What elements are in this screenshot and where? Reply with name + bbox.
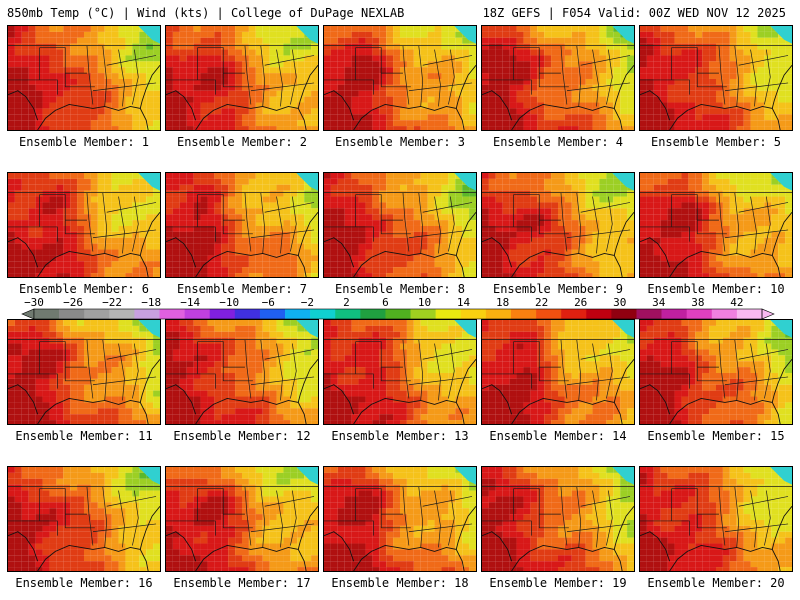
ensemble-member-label: Ensemble Member: 10 — [647, 282, 785, 296]
colorbar-tick-label: 18 — [495, 296, 510, 309]
ensemble-map-panel — [639, 319, 793, 425]
colorbar-tick-label: −30 — [24, 296, 44, 309]
ensemble-map-panel — [481, 172, 635, 278]
ensemble-member-label: Ensemble Member: 7 — [176, 282, 308, 296]
ensemble-member-label: Ensemble Member: 16 — [15, 576, 153, 590]
ensemble-member-label: Ensemble Member: 12 — [173, 429, 311, 443]
ensemble-member-label: Ensemble Member: 13 — [331, 429, 469, 443]
colorbar-tick-label: 14 — [456, 296, 471, 309]
ensemble-map-panel — [7, 25, 161, 131]
ensemble-map-panel — [481, 25, 635, 131]
ensemble-map-panel — [481, 319, 635, 425]
ensemble-member-label: Ensemble Member: 11 — [15, 429, 153, 443]
colorbar-tick-label: 6 — [382, 296, 389, 309]
ensemble-map-panel — [323, 466, 477, 572]
ensemble-map-panel — [165, 172, 319, 278]
ensemble-member-label: Ensemble Member: 14 — [489, 429, 627, 443]
ensemble-member-label: Ensemble Member: 6 — [18, 282, 150, 296]
ensemble-map-panel — [481, 466, 635, 572]
ensemble-map-panel — [7, 466, 161, 572]
colorbar-tick-label: −14 — [180, 296, 201, 309]
ensemble-member-label: Ensemble Member: 17 — [173, 576, 311, 590]
ensemble-member-label: Ensemble Member: 19 — [489, 576, 627, 590]
colorbar-tick-label: 26 — [574, 296, 588, 309]
ensemble-member-label: Ensemble Member: 1 — [18, 135, 150, 149]
ensemble-map-panel — [323, 172, 477, 278]
colorbar-tick-label: −10 — [219, 296, 240, 309]
colorbar-tick-label: −2 — [300, 296, 314, 309]
ensemble-member-label: Ensemble Member: 8 — [334, 282, 466, 296]
ensemble-member-label: Ensemble Member: 15 — [647, 429, 785, 443]
ensemble-map-panel — [165, 319, 319, 425]
ensemble-member-label: Ensemble Member: 4 — [492, 135, 624, 149]
ensemble-map-panel — [7, 319, 161, 425]
ensemble-map-panel — [7, 172, 161, 278]
ensemble-member-label: Ensemble Member: 18 — [331, 576, 469, 590]
ensemble-map-panel — [639, 172, 793, 278]
ensemble-map-panel — [639, 466, 793, 572]
colorbar-tick-label: 34 — [652, 296, 666, 309]
ensemble-map-panel — [323, 319, 477, 425]
ensemble-map-panel — [323, 25, 477, 131]
colorbar-tick-label: −18 — [141, 296, 162, 309]
map-title: 850mb Temp (°C) | Wind (kts) | College o… — [7, 6, 405, 20]
ensemble-member-label: Ensemble Member: 2 — [176, 135, 308, 149]
ensemble-member-label: Ensemble Member: 20 — [647, 576, 785, 590]
colorbar-tick-label: 22 — [535, 296, 549, 309]
colorbar-tick-label: 38 — [691, 296, 705, 309]
ensemble-map-panel — [639, 25, 793, 131]
colorbar-tick-label: 2 — [343, 296, 350, 309]
colorbar-tick-label: 30 — [613, 296, 627, 309]
ensemble-member-label: Ensemble Member: 9 — [492, 282, 624, 296]
ensemble-member-label: Ensemble Member: 5 — [650, 135, 782, 149]
ensemble-map-panel — [165, 466, 319, 572]
colorbar-swatches — [21, 308, 775, 320]
ensemble-member-label: Ensemble Member: 3 — [334, 135, 466, 149]
colorbar-tick-label: 42 — [730, 296, 744, 309]
ensemble-map-panel — [165, 25, 319, 131]
temperature-colorbar: −30 −26 −22 −18 −14 −10 −6 −2 2 6 10 14 18 22 26 30 34 38… — [0, 296, 800, 322]
colorbar-tick-label: −6 — [261, 296, 275, 309]
run-valid-time: 18Z GEFS | F054 Valid: 00Z WED NOV 12 20… — [482, 6, 786, 20]
colorbar-tick-label: −26 — [63, 296, 83, 309]
colorbar-tick-label: −22 — [102, 296, 123, 309]
colorbar-tick-label: 10 — [417, 296, 432, 309]
